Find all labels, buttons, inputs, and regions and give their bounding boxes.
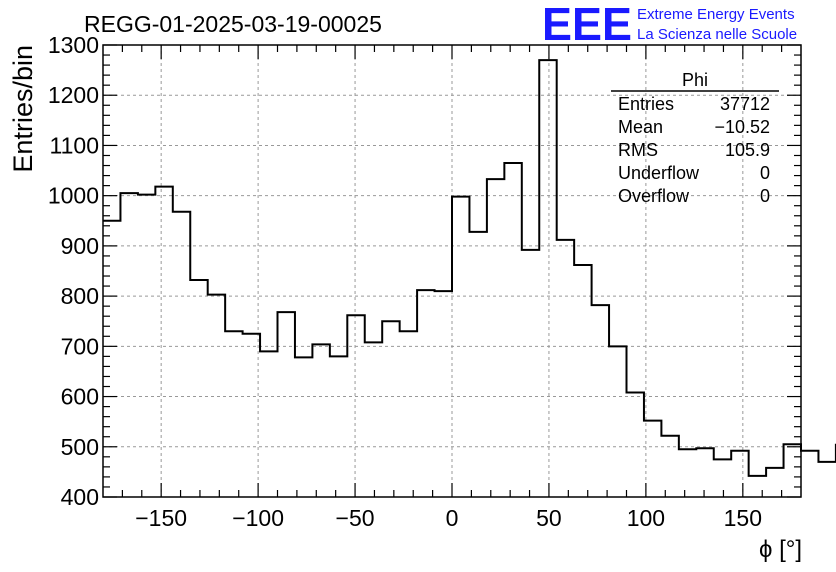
x-tick-label: 100 (627, 505, 665, 531)
stats-row-label: Entries (618, 94, 674, 114)
stats-rows: Entries 37712 Mean −10.52 RMS 105.9 Underflow 0… (618, 94, 770, 206)
y-tick-label: 1300 (48, 32, 99, 58)
x-tick-label: 50 (536, 505, 562, 531)
x-tick-label: 150 (724, 505, 762, 531)
stats-box: Phi Entries 37712 Mean −10.52 RMS 105.9 Underf… (611, 70, 779, 206)
stats-row-label: Mean (618, 117, 663, 137)
stats-row-value: 37712 (720, 94, 770, 114)
y-tick-label: 700 (61, 333, 99, 359)
y-tick-labels: 400 500 600 700 800 900 1000 1100 1200 1300 (48, 32, 99, 510)
y-tick-label: 1000 (48, 183, 99, 209)
stats-row-label: RMS (618, 140, 658, 160)
axis-ticks (103, 44, 801, 498)
stats-row-label: Underflow (618, 163, 700, 183)
stats-row-value: 0 (760, 186, 770, 206)
histogram-step-line (103, 59, 836, 477)
stats-box-title: Phi (682, 70, 708, 90)
x-tick-labels: −150 −100 −50 0 50 100 150 (135, 505, 762, 531)
eee-logo: EEE Extreme Energy Events La Scienza nel… (542, 0, 797, 50)
y-tick-label: 1100 (50, 132, 99, 158)
y-tick-label: 600 (61, 384, 99, 410)
y-tick-label: 900 (61, 233, 99, 259)
x-tick-label: −150 (135, 505, 187, 531)
stats-row-value: −10.52 (714, 117, 770, 137)
run-title: REGG-01-2025-03-19-00025 (84, 11, 382, 37)
x-axis-title: ϕ [°] (759, 536, 802, 563)
stats-row-value: 0 (760, 163, 770, 183)
eee-logo-mark: EEE (542, 0, 632, 50)
y-tick-label: 800 (61, 283, 99, 309)
y-tick-label: 1200 (48, 82, 99, 108)
x-tick-label: 0 (446, 505, 459, 531)
stats-row-value: 105.9 (725, 140, 770, 160)
y-axis-title: Entries/bin (8, 45, 38, 173)
stats-row-label: Overflow (618, 186, 690, 206)
y-tick-label: 400 (61, 484, 99, 510)
x-tick-label: −100 (232, 505, 284, 531)
x-tick-label: −50 (336, 505, 375, 531)
y-tick-label: 500 (61, 434, 99, 460)
eee-logo-line2: La Scienza nelle Scuole (637, 26, 797, 43)
eee-logo-line1: Extreme Energy Events (637, 6, 795, 23)
